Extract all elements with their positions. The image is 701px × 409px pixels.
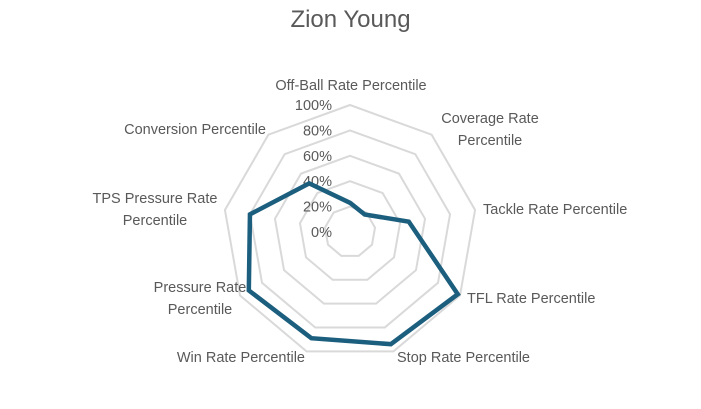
radial-tick-label: 100% [295, 98, 332, 114]
axis-label: Win Rate Percentile [177, 350, 305, 366]
axis-label: TPS Pressure Rate Percentile [93, 191, 218, 229]
grid-ring [248, 129, 452, 329]
grid-ring [298, 180, 402, 281]
radial-tick-label: 80% [303, 123, 332, 139]
grid-ring [323, 205, 377, 257]
axis-label: Conversion Percentile [124, 122, 266, 138]
axis-label: Pressure Rate Percentile [154, 280, 247, 318]
axis-label: Coverage Rate Percentile [441, 111, 539, 149]
radial-tick-label: 60% [303, 149, 332, 165]
series-line [246, 180, 461, 347]
radial-tick-label: 0% [311, 225, 332, 241]
grid-ring [223, 103, 477, 353]
axis-label: Off-Ball Rate Percentile [275, 78, 426, 94]
axis-label: Stop Rate Percentile [397, 350, 530, 366]
axis-label: TFL Rate Percentile [467, 291, 595, 307]
radial-tick-label: 20% [303, 200, 332, 216]
axis-label: Tackle Rate Percentile [483, 202, 627, 218]
chart-title: Zion Young [290, 6, 411, 33]
grid-ring [273, 154, 427, 305]
